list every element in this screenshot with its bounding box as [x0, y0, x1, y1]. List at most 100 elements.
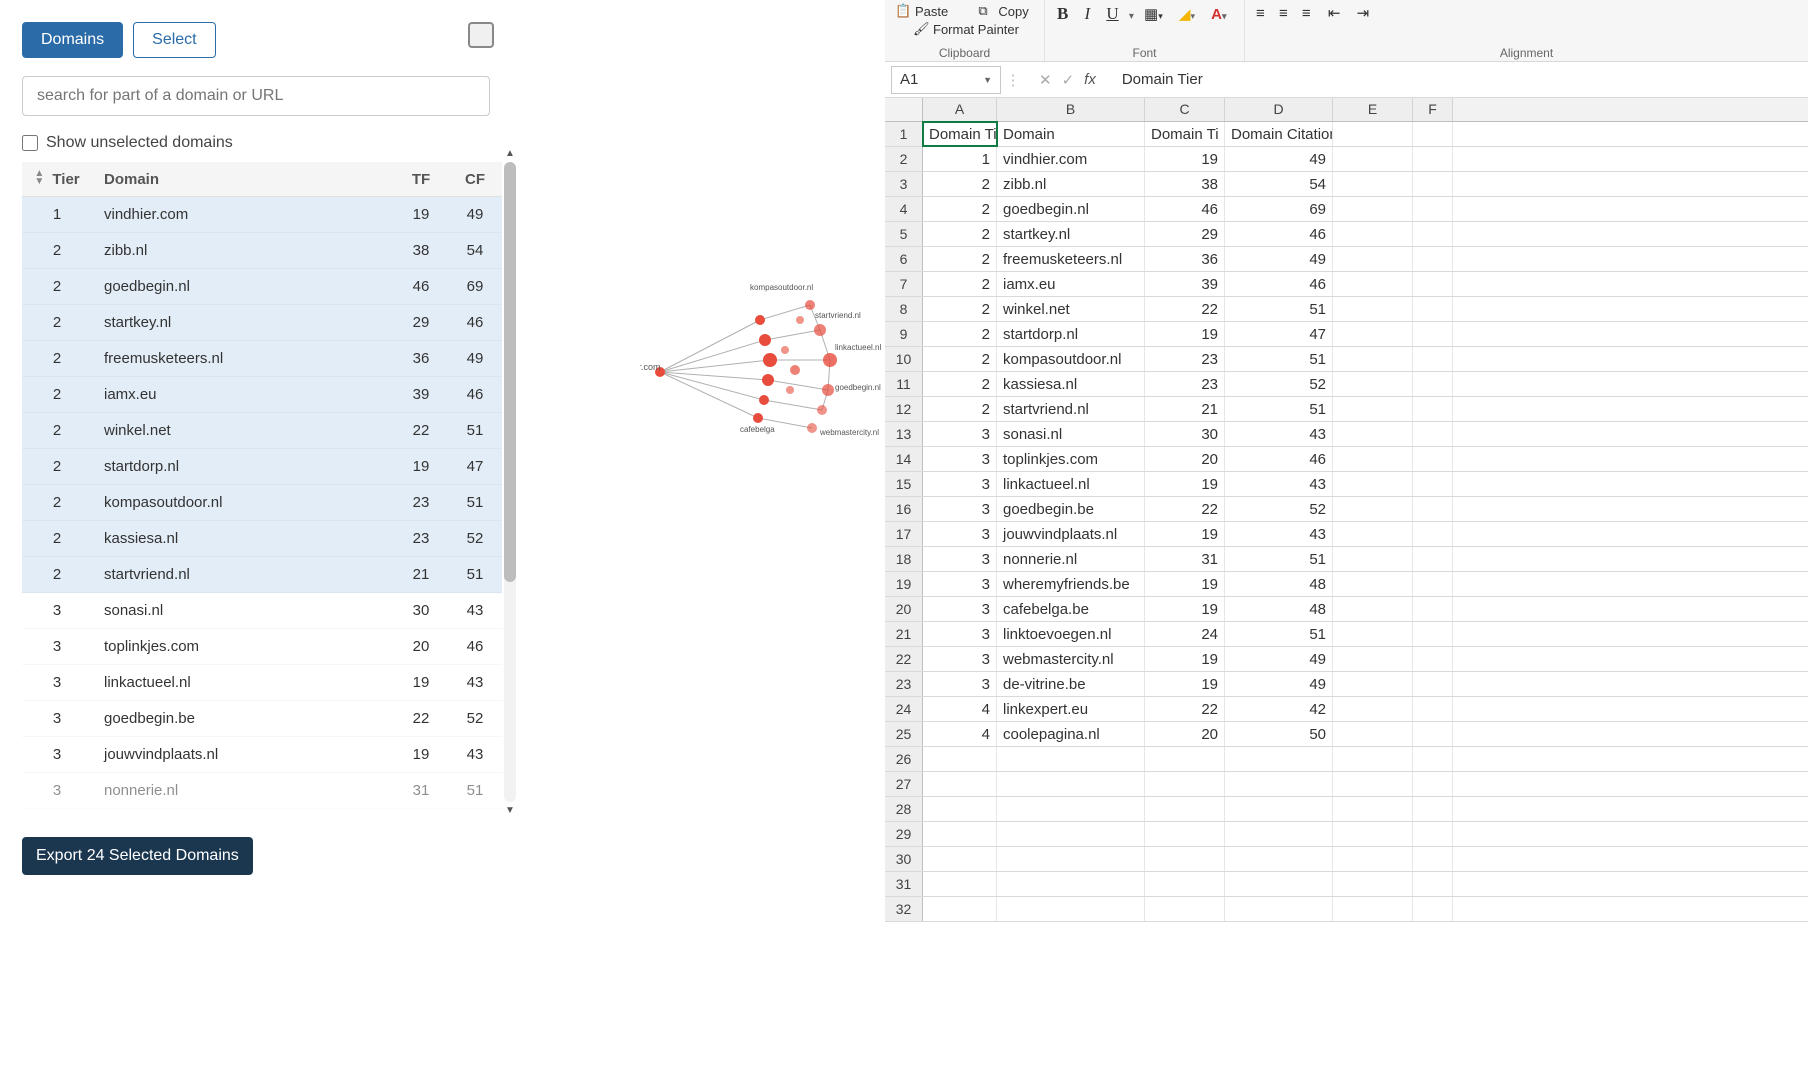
cell[interactable]: 2: [923, 222, 997, 246]
indent-dec-button[interactable]: ⇤: [1320, 5, 1349, 22]
row-header[interactable]: 30: [885, 847, 923, 871]
show-unselected-row[interactable]: Show unselected domains: [22, 134, 502, 152]
cell[interactable]: [1333, 122, 1413, 146]
cell[interactable]: [997, 847, 1145, 871]
row-header[interactable]: 27: [885, 772, 923, 796]
cell[interactable]: 19: [1145, 322, 1225, 346]
row-header[interactable]: 21: [885, 622, 923, 646]
col-tf-header[interactable]: TF: [394, 171, 448, 188]
cell[interactable]: linktoevoegen.nl: [997, 622, 1145, 646]
table-row[interactable]: 2kassiesa.nl2352: [22, 521, 502, 557]
cell[interactable]: linkexpert.eu: [997, 697, 1145, 721]
cell[interactable]: [1333, 322, 1413, 346]
cell[interactable]: 48: [1225, 572, 1333, 596]
cell[interactable]: [1333, 547, 1413, 571]
name-box[interactable]: A1 ▼: [891, 66, 1001, 94]
cell[interactable]: [1333, 222, 1413, 246]
col-D[interactable]: D: [1225, 98, 1333, 121]
col-C[interactable]: C: [1145, 98, 1225, 121]
cell[interactable]: [1413, 272, 1453, 296]
cell[interactable]: startvriend.nl: [997, 397, 1145, 421]
cell[interactable]: [997, 747, 1145, 771]
cell[interactable]: [1413, 122, 1453, 146]
cell[interactable]: 36: [1145, 247, 1225, 271]
cell[interactable]: 3: [923, 647, 997, 671]
row-header[interactable]: 15: [885, 472, 923, 496]
scroll-up-icon[interactable]: ▲: [505, 148, 515, 159]
cell[interactable]: 49: [1225, 247, 1333, 271]
table-row[interactable]: 2goedbegin.nl4669: [22, 269, 502, 305]
row-header[interactable]: 13: [885, 422, 923, 446]
cell[interactable]: 2: [923, 272, 997, 296]
cell[interactable]: 21: [1145, 397, 1225, 421]
cell[interactable]: 2: [923, 397, 997, 421]
cell[interactable]: [1413, 472, 1453, 496]
italic-button[interactable]: I: [1079, 4, 1097, 24]
cell[interactable]: [1225, 872, 1333, 896]
cell[interactable]: 3: [923, 422, 997, 446]
cell[interactable]: Domain Citation Flow: [1225, 122, 1333, 146]
cell[interactable]: kompasoutdoor.nl: [997, 347, 1145, 371]
cell[interactable]: [1333, 147, 1413, 171]
table-row[interactable]: 2startvriend.nl2151: [22, 557, 502, 593]
table-row[interactable]: 2kompasoutdoor.nl2351: [22, 485, 502, 521]
cell[interactable]: 43: [1225, 522, 1333, 546]
cell[interactable]: de-vitrine.be: [997, 672, 1145, 696]
cell[interactable]: 49: [1225, 647, 1333, 671]
cell[interactable]: [1413, 447, 1453, 471]
tab-domains[interactable]: Domains: [22, 22, 123, 58]
cell[interactable]: [997, 797, 1145, 821]
cell[interactable]: [1333, 897, 1413, 921]
cell[interactable]: 49: [1225, 147, 1333, 171]
row-header[interactable]: 25: [885, 722, 923, 746]
underline-button[interactable]: U: [1100, 4, 1124, 24]
cell[interactable]: 50: [1225, 722, 1333, 746]
cell[interactable]: 3: [923, 547, 997, 571]
cell[interactable]: [1413, 697, 1453, 721]
cell[interactable]: zibb.nl: [997, 172, 1145, 196]
cell[interactable]: [1413, 497, 1453, 521]
row-header[interactable]: 2: [885, 147, 923, 171]
cell[interactable]: 23: [1145, 372, 1225, 396]
cell[interactable]: 2: [923, 247, 997, 271]
cell[interactable]: Domain Ti: [923, 122, 997, 146]
cell[interactable]: [1413, 797, 1453, 821]
cell[interactable]: [1333, 197, 1413, 221]
row-header[interactable]: 3: [885, 172, 923, 196]
cell[interactable]: 54: [1225, 172, 1333, 196]
cell[interactable]: 2: [923, 322, 997, 346]
cell[interactable]: [1413, 222, 1453, 246]
cell[interactable]: [997, 772, 1145, 796]
cell[interactable]: [1333, 672, 1413, 696]
cell[interactable]: freemusketeers.nl: [997, 247, 1145, 271]
cell[interactable]: [1413, 147, 1453, 171]
cell[interactable]: goedbegin.nl: [997, 197, 1145, 221]
cell[interactable]: cafebelga.be: [997, 597, 1145, 621]
cell[interactable]: 22: [1145, 497, 1225, 521]
cell[interactable]: [1225, 822, 1333, 846]
row-header[interactable]: 7: [885, 272, 923, 296]
cell[interactable]: 3: [923, 572, 997, 596]
indent-inc-button[interactable]: ⇥: [1353, 5, 1374, 22]
cell[interactable]: [923, 822, 997, 846]
cell[interactable]: [1333, 347, 1413, 371]
cell[interactable]: [1333, 247, 1413, 271]
col-E[interactable]: E: [1333, 98, 1413, 121]
cell[interactable]: [1333, 772, 1413, 796]
cell[interactable]: 69: [1225, 197, 1333, 221]
col-F[interactable]: F: [1413, 98, 1453, 121]
cell[interactable]: sonasi.nl: [997, 422, 1145, 446]
cell[interactable]: 19: [1145, 522, 1225, 546]
cell[interactable]: 31: [1145, 547, 1225, 571]
cell[interactable]: 2: [923, 347, 997, 371]
table-row[interactable]: 3goedbegin.be2252: [22, 701, 502, 737]
table-row[interactable]: 2startdorp.nl1947: [22, 449, 502, 485]
cell[interactable]: [1333, 747, 1413, 771]
row-header[interactable]: 1: [885, 122, 923, 146]
select-all-corner[interactable]: [885, 98, 923, 121]
cell[interactable]: 51: [1225, 397, 1333, 421]
cell[interactable]: [1333, 822, 1413, 846]
row-header[interactable]: 20: [885, 597, 923, 621]
formula-input[interactable]: Domain Tier: [1110, 71, 1808, 88]
cell[interactable]: [1333, 272, 1413, 296]
